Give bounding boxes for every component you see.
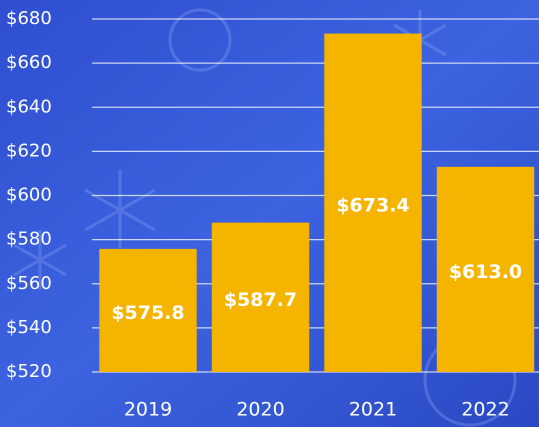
y-tick-label: $620 (6, 140, 52, 161)
value-label: $613.0 (449, 261, 522, 283)
x-tick-label: 2022 (461, 399, 509, 421)
y-tick-label: $600 (6, 185, 52, 206)
y-tick-label: $560 (6, 273, 52, 294)
y-tick-label: $680 (6, 8, 52, 29)
x-tick-label: 2021 (349, 399, 397, 421)
y-tick-label: $540 (6, 317, 52, 338)
x-tick-label: 2020 (236, 399, 284, 421)
value-label: $575.8 (111, 302, 184, 324)
y-tick-label: $640 (6, 96, 52, 117)
value-label: $673.4 (336, 194, 409, 216)
bar (211, 222, 310, 372)
y-tick-label: $660 (6, 52, 52, 73)
bar (99, 248, 197, 372)
y-tick-label: $580 (6, 229, 52, 250)
bar (436, 166, 535, 372)
x-tick-label: 2019 (124, 399, 172, 421)
value-label: $587.7 (224, 289, 297, 311)
y-tick-label: $520 (6, 361, 52, 382)
bar (324, 33, 422, 372)
